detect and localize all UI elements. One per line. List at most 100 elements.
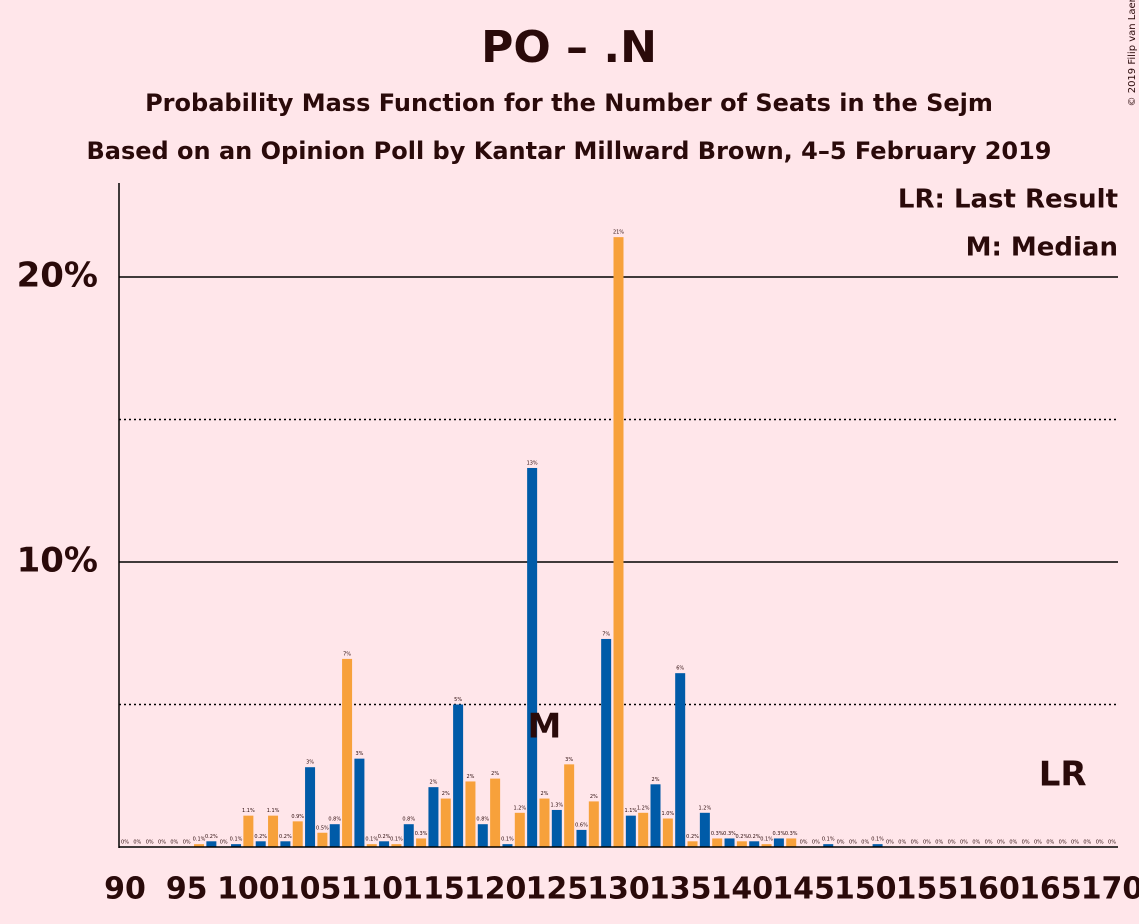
- value-label: 3%: [355, 751, 363, 757]
- value-label: 0.2%: [736, 834, 749, 840]
- value-label: 0.2%: [254, 834, 267, 840]
- bar: [588, 801, 599, 847]
- value-label: 13%: [527, 460, 538, 466]
- bar: [539, 798, 550, 847]
- value-label: 0%: [1046, 840, 1054, 846]
- value-label: 0.2%: [748, 834, 761, 840]
- x-tick-label: 115: [402, 872, 465, 907]
- value-label: 7%: [343, 651, 351, 657]
- value-label: 0.3%: [415, 831, 428, 837]
- value-label: 0%: [923, 840, 931, 846]
- bar: [453, 704, 464, 847]
- value-label: 6%: [676, 666, 684, 672]
- bar: [329, 824, 340, 847]
- value-label: 0%: [121, 840, 129, 846]
- value-label: 21%: [613, 230, 624, 236]
- value-label: 1.2%: [513, 805, 526, 811]
- value-label: 1.1%: [624, 808, 637, 814]
- value-label: 0.5%: [316, 825, 329, 831]
- bar: [502, 844, 513, 847]
- value-label: 2%: [429, 780, 437, 786]
- value-label: 0.3%: [723, 831, 736, 837]
- x-tick-label: 100: [217, 872, 280, 907]
- value-label: 0%: [158, 840, 166, 846]
- value-label: 0%: [886, 840, 894, 846]
- value-label: 0.1%: [760, 837, 773, 843]
- value-label: 0.9%: [291, 814, 304, 820]
- bar: [724, 838, 735, 847]
- bar: [527, 467, 538, 847]
- x-tick-label: 90: [104, 872, 146, 907]
- bar: [477, 824, 488, 847]
- value-label: 0%: [911, 840, 919, 846]
- value-label: 3%: [565, 757, 573, 763]
- bar: [440, 798, 451, 847]
- value-label: 0.1%: [822, 837, 835, 843]
- value-label: 2%: [466, 774, 474, 780]
- value-label: 0%: [997, 840, 1005, 846]
- value-label: 0%: [1096, 840, 1104, 846]
- bar: [823, 844, 834, 847]
- x-tick-label: 155: [896, 872, 959, 907]
- bar: [872, 844, 883, 847]
- value-label: 0.1%: [390, 837, 403, 843]
- value-label: 0.8%: [328, 817, 341, 823]
- value-label: 0%: [146, 840, 154, 846]
- bar: [625, 815, 636, 847]
- bar: [576, 829, 587, 847]
- value-label: 0.1%: [871, 837, 884, 843]
- bar: [268, 815, 279, 847]
- bar: [601, 638, 612, 847]
- bar: [280, 841, 291, 847]
- bar: [391, 844, 402, 847]
- value-label: 1.3%: [550, 802, 563, 808]
- x-tick-label: 110: [340, 872, 403, 907]
- value-label: 0.1%: [193, 837, 206, 843]
- x-tick-label: 145: [772, 872, 835, 907]
- legend-entry: LR: Last Result: [898, 185, 1118, 215]
- x-tick-label: 165: [1019, 872, 1082, 907]
- x-tick-label: 140: [711, 872, 774, 907]
- bar: [465, 781, 476, 847]
- median-marker: M: [528, 707, 562, 747]
- bar: [773, 838, 784, 847]
- y-tick-label: 20%: [17, 256, 98, 296]
- value-label: 1.1%: [267, 808, 280, 814]
- bar: [255, 841, 266, 847]
- value-label: 2%: [491, 771, 499, 777]
- value-label: 0%: [1108, 840, 1116, 846]
- value-label: 0%: [1034, 840, 1042, 846]
- bar: [428, 787, 439, 847]
- value-label: 0.1%: [501, 837, 514, 843]
- x-tick-label: 150: [834, 872, 897, 907]
- value-label: 0.3%: [773, 831, 786, 837]
- value-label: 0.2%: [205, 834, 218, 840]
- value-label: 1.2%: [699, 805, 712, 811]
- bar: [206, 841, 217, 847]
- value-label: 0%: [935, 840, 943, 846]
- bar: [490, 778, 501, 847]
- legend-entry: M: Median: [966, 233, 1118, 263]
- bar: [231, 844, 242, 847]
- value-label: 0%: [800, 840, 808, 846]
- bar: [366, 844, 377, 847]
- bar: [687, 841, 698, 847]
- x-tick-label: 120: [464, 872, 527, 907]
- value-label: 0.1%: [230, 837, 243, 843]
- bar: [736, 841, 747, 847]
- value-label: 0%: [170, 840, 178, 846]
- value-label: 0%: [133, 840, 141, 846]
- value-label: 0.2%: [279, 834, 292, 840]
- value-label: 0%: [220, 840, 228, 846]
- bar: [403, 824, 414, 847]
- value-label: 0.6%: [575, 822, 588, 828]
- value-label: 0.3%: [711, 831, 724, 837]
- value-label: 0%: [898, 840, 906, 846]
- bar: [786, 838, 797, 847]
- bar: [379, 841, 390, 847]
- value-label: 2%: [652, 777, 660, 783]
- value-label: 2%: [590, 794, 598, 800]
- value-label: 2%: [442, 791, 450, 797]
- value-label: 0.2%: [686, 834, 699, 840]
- value-label: 0%: [1083, 840, 1091, 846]
